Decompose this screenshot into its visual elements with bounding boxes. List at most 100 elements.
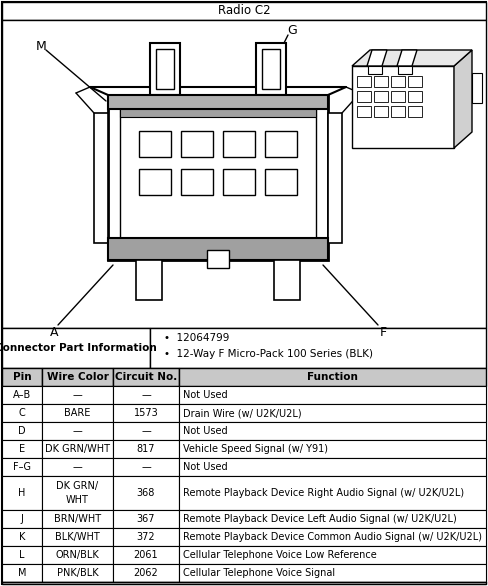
Bar xyxy=(108,95,328,109)
Text: —: — xyxy=(73,390,82,400)
Bar xyxy=(2,20,486,328)
Text: 368: 368 xyxy=(137,488,155,498)
Text: Not Used: Not Used xyxy=(183,462,227,472)
Text: Pin: Pin xyxy=(13,372,31,382)
Bar xyxy=(398,66,412,74)
Text: —: — xyxy=(141,426,151,436)
Text: 1573: 1573 xyxy=(134,408,159,418)
Text: BRN/WHT: BRN/WHT xyxy=(54,514,101,524)
Bar xyxy=(328,113,342,243)
Text: Not Used: Not Used xyxy=(183,390,227,400)
Bar xyxy=(41,368,113,386)
Bar xyxy=(41,564,113,582)
Bar xyxy=(41,476,113,510)
Text: —: — xyxy=(73,462,82,472)
Bar xyxy=(179,422,486,440)
Bar xyxy=(2,2,486,20)
Text: BARE: BARE xyxy=(64,408,91,418)
Text: K: K xyxy=(19,532,25,542)
Bar xyxy=(113,510,179,528)
Text: A–B: A–B xyxy=(13,390,31,400)
Text: Remote Playback Device Common Audio Signal (w/ U2K/U2L): Remote Playback Device Common Audio Sign… xyxy=(183,532,482,542)
Bar xyxy=(374,76,388,87)
Bar xyxy=(179,476,486,510)
Text: Function: Function xyxy=(307,372,358,382)
Text: M: M xyxy=(18,568,26,578)
Text: •  12-Way F Micro-Pack 100 Series (BLK): • 12-Way F Micro-Pack 100 Series (BLK) xyxy=(164,349,373,359)
Bar xyxy=(181,131,213,157)
Bar xyxy=(265,131,297,157)
Text: D: D xyxy=(18,426,26,436)
Text: WHT: WHT xyxy=(66,495,89,505)
Bar xyxy=(179,528,486,546)
Text: Radio C2: Radio C2 xyxy=(218,5,270,18)
Bar xyxy=(391,106,405,117)
Bar xyxy=(256,43,286,95)
Text: Remote Playback Device Left Audio Signal (w/ U2K/U2L): Remote Playback Device Left Audio Signal… xyxy=(183,514,456,524)
Bar xyxy=(41,510,113,528)
Bar xyxy=(136,260,162,300)
Polygon shape xyxy=(367,50,387,66)
Bar xyxy=(41,404,113,422)
Bar xyxy=(2,458,41,476)
Bar xyxy=(113,476,179,510)
Text: F: F xyxy=(380,325,386,339)
Bar xyxy=(113,386,179,404)
Bar xyxy=(265,169,297,195)
Bar xyxy=(113,404,179,422)
Bar xyxy=(391,76,405,87)
Text: —: — xyxy=(141,462,151,472)
Text: ORN/BLK: ORN/BLK xyxy=(56,550,100,560)
Text: J: J xyxy=(20,514,23,524)
Text: —: — xyxy=(141,390,151,400)
Text: 372: 372 xyxy=(137,532,155,542)
Bar xyxy=(181,169,213,195)
Bar xyxy=(113,440,179,458)
Bar xyxy=(113,528,179,546)
Text: M: M xyxy=(36,39,46,53)
Bar xyxy=(120,109,316,240)
Text: Drain Wire (w/ U2K/U2L): Drain Wire (w/ U2K/U2L) xyxy=(183,408,301,418)
Bar xyxy=(179,564,486,582)
Text: Cellular Telephone Voice Signal: Cellular Telephone Voice Signal xyxy=(183,568,335,578)
Text: L: L xyxy=(19,550,24,560)
Text: DK GRN/WHT: DK GRN/WHT xyxy=(45,444,110,454)
Bar xyxy=(2,386,41,404)
Text: 817: 817 xyxy=(137,444,155,454)
Bar xyxy=(2,328,150,368)
Bar xyxy=(139,131,171,157)
Bar xyxy=(94,113,108,243)
Text: Not Used: Not Used xyxy=(183,426,227,436)
Bar xyxy=(179,546,486,564)
Bar xyxy=(41,528,113,546)
Polygon shape xyxy=(352,50,472,66)
Bar xyxy=(41,422,113,440)
Text: —: — xyxy=(73,426,82,436)
Bar xyxy=(2,440,41,458)
Text: 2061: 2061 xyxy=(134,550,158,560)
Bar xyxy=(408,76,422,87)
Polygon shape xyxy=(454,50,472,148)
Bar xyxy=(113,564,179,582)
Text: DK GRN/: DK GRN/ xyxy=(57,481,99,491)
Bar xyxy=(2,564,41,582)
Text: 2062: 2062 xyxy=(134,568,159,578)
Bar xyxy=(150,328,486,368)
Bar xyxy=(41,386,113,404)
Bar xyxy=(357,106,371,117)
Polygon shape xyxy=(397,50,417,66)
Bar xyxy=(207,250,229,268)
Text: C: C xyxy=(19,408,25,418)
Bar xyxy=(156,49,174,89)
Text: Circuit No.: Circuit No. xyxy=(115,372,177,382)
Bar xyxy=(2,582,486,584)
Bar xyxy=(41,458,113,476)
Bar xyxy=(120,109,316,117)
Bar xyxy=(179,404,486,422)
Bar xyxy=(2,368,41,386)
Bar xyxy=(274,260,300,300)
Bar xyxy=(179,368,486,386)
Bar xyxy=(41,546,113,564)
Bar xyxy=(2,404,41,422)
Bar xyxy=(391,91,405,102)
